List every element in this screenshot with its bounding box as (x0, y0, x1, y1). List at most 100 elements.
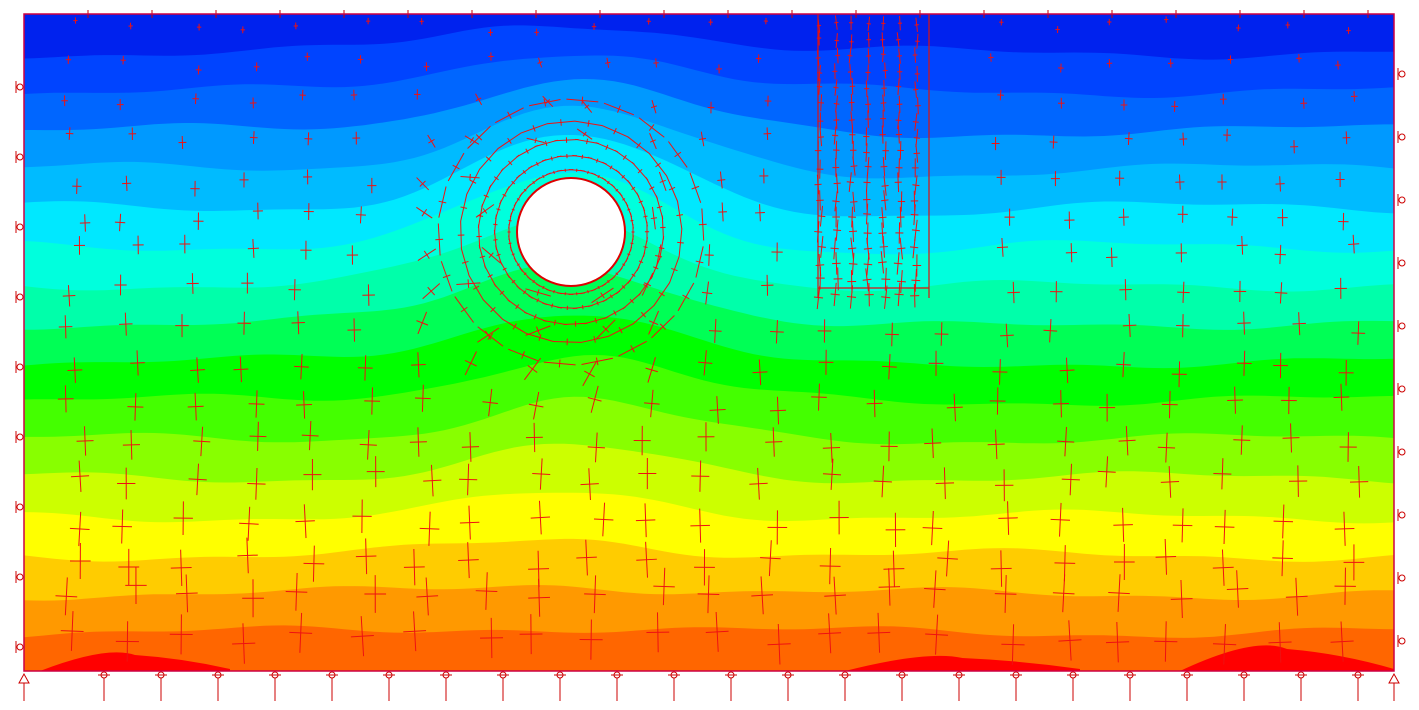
stress-cross (912, 81, 919, 98)
stress-cross (881, 79, 887, 97)
stress-minor-axis (1349, 481, 1369, 483)
stress-minor-axis (682, 294, 690, 300)
stress-cross (128, 127, 137, 141)
stress-minor-axis (536, 289, 540, 296)
model-boundary (23, 13, 1395, 672)
stress-minor-axis (587, 290, 589, 294)
stress-cross (464, 351, 477, 376)
stress-minor-axis (655, 254, 663, 258)
stress-cross (834, 33, 840, 48)
stress-cross (476, 224, 482, 249)
stress-cross (697, 422, 715, 452)
stress-minor-axis (1118, 439, 1136, 442)
stress-cross (1007, 281, 1020, 304)
stress-cross (1233, 425, 1251, 455)
stress-minor-axis (1113, 524, 1133, 526)
stress-cross (1106, 58, 1113, 68)
stress-minor-axis (751, 594, 774, 597)
stress-cross (293, 22, 299, 30)
bottom-pin-support (383, 671, 395, 701)
stress-minor-axis (558, 359, 561, 368)
side-roller-support (15, 361, 24, 373)
stress-minor-axis (913, 152, 921, 155)
stress-cross (175, 314, 189, 338)
stress-minor-axis (594, 317, 598, 324)
stress-minor-axis (863, 263, 873, 266)
stress-cross (708, 318, 722, 343)
stress-cross (655, 195, 664, 219)
stress-cross (695, 246, 704, 278)
stress-cross (847, 237, 857, 260)
stress-cross (1338, 359, 1354, 386)
stress-minor-axis (649, 186, 655, 190)
stress-cross (849, 34, 854, 50)
stress-cross (178, 135, 187, 150)
stress-cross (1339, 432, 1357, 462)
stress-cross (176, 574, 198, 613)
stress-minor-axis (458, 559, 479, 562)
stress-cross (1334, 567, 1356, 605)
bottom-pin-support (1067, 671, 1079, 701)
stress-cross (579, 619, 603, 660)
stress-cross (359, 430, 377, 460)
stress-minor-axis (833, 229, 842, 231)
stress-cross (248, 390, 265, 418)
stress-cross (460, 173, 480, 181)
side-roller-support (1397, 572, 1406, 584)
bottom-pin-support (98, 671, 110, 701)
stress-minor-axis (419, 180, 426, 187)
stress-minor-axis (584, 104, 590, 109)
stress-cross (1334, 277, 1347, 299)
stress-cross (530, 500, 551, 535)
stress-cross (1175, 243, 1187, 263)
stress-cross (1065, 243, 1078, 263)
stress-minor-axis (522, 290, 527, 295)
stress-minor-axis (630, 345, 635, 353)
stress-minor-axis (550, 156, 553, 161)
stress-cross (581, 100, 593, 113)
stress-cross (863, 127, 870, 146)
stress-cross (882, 354, 897, 380)
stress-cross (897, 270, 906, 293)
stress-cross (1219, 93, 1227, 105)
stress-cross (994, 575, 1017, 613)
support-roller (1398, 70, 1406, 78)
stress-cross (1274, 282, 1288, 304)
stress-cross (830, 237, 839, 260)
stress-cross (928, 350, 944, 376)
stress-cross (815, 266, 825, 290)
stress-cross (627, 136, 651, 155)
side-roller-support (15, 431, 24, 443)
support-roller (16, 503, 24, 511)
stress-cross (677, 228, 684, 257)
corner-pin-support (18, 672, 30, 684)
stress-cross (1213, 624, 1237, 665)
stress-minor-axis (1097, 470, 1116, 473)
stress-cross (482, 388, 498, 417)
stress-minor-axis (525, 148, 529, 154)
stress-cross (584, 575, 606, 614)
stress-minor-axis (912, 88, 919, 91)
stress-minor-axis (460, 306, 468, 313)
stress-cross (587, 385, 602, 413)
stress-minor-axis (587, 397, 602, 402)
stress-cross (122, 430, 140, 460)
stress-cross (1343, 544, 1365, 581)
stress-minor-axis (671, 267, 678, 272)
stress-minor-axis (1059, 369, 1075, 372)
stress-cross (488, 28, 493, 37)
stress-cross (196, 23, 202, 31)
stress-minor-axis (460, 206, 468, 209)
stress-cross (818, 94, 824, 112)
stress-minor-axis (600, 292, 605, 299)
support-roller (1398, 637, 1406, 645)
stress-cross (605, 57, 611, 68)
stress-cross (849, 78, 856, 95)
stress-cross (1227, 208, 1238, 226)
bottom-pin-support (1295, 671, 1307, 701)
stress-minor-axis (350, 634, 374, 638)
stress-minor-axis (698, 137, 707, 141)
stress-minor-axis (817, 136, 824, 138)
stress-minor-axis (239, 522, 259, 525)
